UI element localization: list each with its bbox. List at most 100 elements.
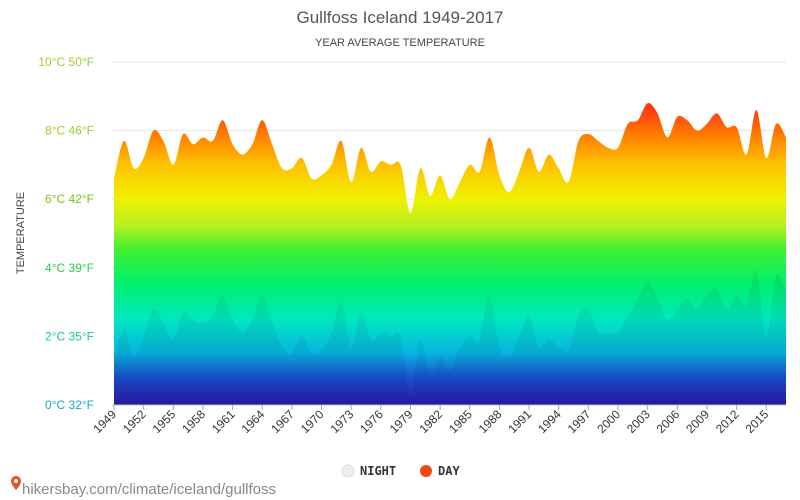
- day-point[interactable]: [646, 101, 650, 105]
- night-point[interactable]: [685, 297, 689, 301]
- night-point[interactable]: [438, 355, 442, 359]
- day-point[interactable]: [478, 170, 482, 174]
- day-point[interactable]: [161, 139, 165, 143]
- day-point[interactable]: [339, 139, 343, 143]
- day-point[interactable]: [774, 122, 778, 126]
- night-point[interactable]: [359, 310, 363, 314]
- night-point[interactable]: [329, 331, 333, 335]
- day-point[interactable]: [488, 135, 492, 139]
- night-point[interactable]: [369, 338, 373, 342]
- day-point[interactable]: [408, 211, 412, 215]
- day-point[interactable]: [181, 132, 185, 136]
- night-point[interactable]: [250, 317, 254, 321]
- night-point[interactable]: [418, 338, 422, 342]
- night-point[interactable]: [152, 307, 156, 311]
- day-point[interactable]: [725, 125, 729, 129]
- day-point[interactable]: [675, 115, 679, 119]
- legend-night-label[interactable]: NIGHT: [360, 464, 396, 478]
- day-point[interactable]: [240, 153, 244, 157]
- day-point[interactable]: [517, 170, 521, 174]
- day-point[interactable]: [497, 173, 501, 177]
- night-point[interactable]: [488, 293, 492, 297]
- day-point[interactable]: [527, 146, 531, 150]
- night-point[interactable]: [527, 314, 531, 318]
- day-point[interactable]: [369, 170, 373, 174]
- day-point[interactable]: [576, 139, 580, 143]
- legend-day-marker[interactable]: [420, 465, 432, 477]
- day-point[interactable]: [626, 122, 630, 126]
- night-point[interactable]: [349, 345, 353, 349]
- day-point[interactable]: [685, 118, 689, 122]
- night-point[interactable]: [764, 334, 768, 338]
- day-point[interactable]: [260, 118, 264, 122]
- night-point[interactable]: [389, 334, 393, 338]
- day-point[interactable]: [636, 118, 640, 122]
- night-point[interactable]: [517, 334, 521, 338]
- night-point[interactable]: [497, 345, 501, 349]
- night-point[interactable]: [586, 307, 590, 311]
- night-point[interactable]: [507, 355, 511, 359]
- night-point[interactable]: [744, 304, 748, 308]
- legend-day-label[interactable]: DAY: [438, 464, 460, 478]
- night-point[interactable]: [646, 280, 650, 284]
- night-point[interactable]: [636, 297, 640, 301]
- night-point[interactable]: [221, 293, 225, 297]
- night-point[interactable]: [458, 345, 462, 349]
- day-point[interactable]: [122, 139, 126, 143]
- night-point[interactable]: [557, 345, 561, 349]
- day-point[interactable]: [418, 166, 422, 170]
- night-point[interactable]: [784, 290, 788, 294]
- night-point[interactable]: [656, 297, 660, 301]
- day-point[interactable]: [132, 166, 136, 170]
- day-point[interactable]: [389, 163, 393, 167]
- night-point[interactable]: [547, 338, 551, 342]
- day-point[interactable]: [359, 146, 363, 150]
- night-point[interactable]: [300, 334, 304, 338]
- night-point[interactable]: [754, 269, 758, 273]
- day-point[interactable]: [547, 153, 551, 157]
- night-point[interactable]: [675, 307, 679, 311]
- day-point[interactable]: [250, 142, 254, 146]
- day-point[interactable]: [142, 156, 146, 160]
- day-point[interactable]: [616, 146, 620, 150]
- day-point[interactable]: [329, 163, 333, 167]
- night-point[interactable]: [211, 314, 215, 318]
- night-point[interactable]: [171, 338, 175, 342]
- night-point[interactable]: [695, 307, 699, 311]
- day-point[interactable]: [507, 190, 511, 194]
- night-point[interactable]: [606, 331, 610, 335]
- day-point[interactable]: [320, 173, 324, 177]
- day-point[interactable]: [270, 142, 274, 146]
- night-point[interactable]: [399, 334, 403, 338]
- night-point[interactable]: [201, 321, 205, 325]
- night-point[interactable]: [715, 286, 719, 290]
- night-point[interactable]: [448, 369, 452, 373]
- day-point[interactable]: [764, 156, 768, 160]
- night-point[interactable]: [665, 317, 669, 321]
- night-point[interactable]: [596, 331, 600, 335]
- day-point[interactable]: [290, 166, 294, 170]
- day-point[interactable]: [211, 139, 215, 143]
- night-point[interactable]: [616, 331, 620, 335]
- night-point[interactable]: [705, 293, 709, 297]
- night-point[interactable]: [122, 328, 126, 332]
- night-point[interactable]: [112, 358, 116, 362]
- night-point[interactable]: [408, 393, 412, 397]
- day-point[interactable]: [744, 153, 748, 157]
- night-point[interactable]: [260, 293, 264, 297]
- night-point[interactable]: [240, 331, 244, 335]
- night-point[interactable]: [320, 348, 324, 352]
- day-point[interactable]: [112, 177, 116, 181]
- night-point[interactable]: [191, 317, 195, 321]
- night-point[interactable]: [626, 314, 630, 318]
- night-point[interactable]: [310, 352, 314, 356]
- night-point[interactable]: [270, 321, 274, 325]
- night-point[interactable]: [181, 310, 185, 314]
- night-point[interactable]: [142, 334, 146, 338]
- day-point[interactable]: [399, 163, 403, 167]
- day-point[interactable]: [715, 111, 719, 115]
- night-point[interactable]: [567, 348, 571, 352]
- day-point[interactable]: [606, 146, 610, 150]
- night-point[interactable]: [725, 307, 729, 311]
- watermark-url[interactable]: hikersbay.com/climate/iceland/gullfoss: [22, 481, 276, 498]
